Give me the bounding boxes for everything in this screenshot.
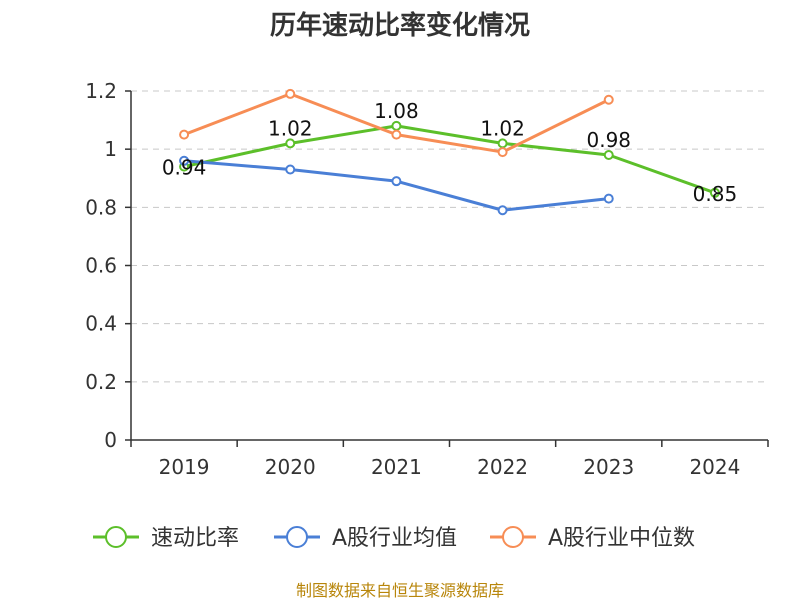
x-tick-label: 2022: [477, 455, 528, 479]
y-tick-label: 0.4: [85, 312, 117, 336]
x-tick-label: 2019: [159, 455, 210, 479]
series-2-point: [391, 129, 402, 140]
y-tick-label: 0: [104, 428, 117, 452]
grid-layer: [131, 90, 768, 383]
x-tick-label: 2023: [583, 455, 634, 479]
legend-marker: [502, 526, 524, 548]
series-line-0: [183, 124, 716, 195]
series-0-point: [497, 138, 508, 149]
series-2-point: [179, 129, 190, 140]
series-0-point: [391, 120, 402, 131]
y-tick-label: 1: [104, 137, 117, 161]
y-tick-label: 0.2: [85, 370, 117, 394]
axes-layer: 0 0.2 0.4 0.6 0.8 1 1.2 2019 2020 2021 2022 2023 202…: [85, 79, 769, 479]
legend-marker: [105, 526, 127, 548]
legend-item[interactable]: A股行业中位数: [490, 526, 695, 551]
legend-item[interactable]: A股行业均值: [274, 526, 457, 551]
series-2-point: [603, 94, 614, 105]
data-label: 1.02: [268, 116, 313, 140]
data-label: 0.94: [162, 156, 207, 180]
series-0-point: [285, 138, 296, 149]
series-2-point: [285, 88, 296, 99]
x-tick-label: 2024: [689, 455, 740, 479]
x-tick-label: 2021: [371, 455, 422, 479]
series-1-point: [179, 155, 190, 166]
legend-item[interactable]: 速动比率: [93, 526, 239, 551]
series-0-point: [709, 187, 720, 198]
data-label: 0.98: [586, 128, 631, 152]
legend-marker: [286, 526, 308, 548]
chart-title: 历年速动比率变化情况: [270, 10, 530, 41]
series-2-point: [497, 147, 508, 158]
series-1-point: [391, 176, 402, 187]
y-tick-label: 0.6: [85, 254, 117, 278]
legend: 速动比率 A股行业均值 A股行业中位数: [93, 526, 695, 551]
x-tick-label: 2020: [265, 455, 316, 479]
source-note: 制图数据来自恒生聚源数据库: [296, 581, 504, 600]
legend-label: 速动比率: [151, 526, 239, 551]
series-1-point: [497, 205, 508, 216]
legend-label: A股行业中位数: [548, 526, 695, 551]
series-0-point: [603, 149, 614, 160]
data-label: 1.08: [374, 99, 419, 123]
data-label: 0.85: [693, 182, 738, 206]
legend-label: A股行业均值: [332, 526, 457, 551]
series-1-point: [285, 164, 296, 175]
series-layer: [179, 88, 720, 216]
y-tick-label: 1.2: [85, 79, 117, 103]
y-tick-label: 0.8: [85, 195, 117, 219]
data-labels-layer: 0.94 1.02 1.08 1.02 0.98 0.85: [162, 99, 737, 206]
data-label: 1.02: [480, 116, 525, 140]
series-1-point: [603, 193, 614, 204]
